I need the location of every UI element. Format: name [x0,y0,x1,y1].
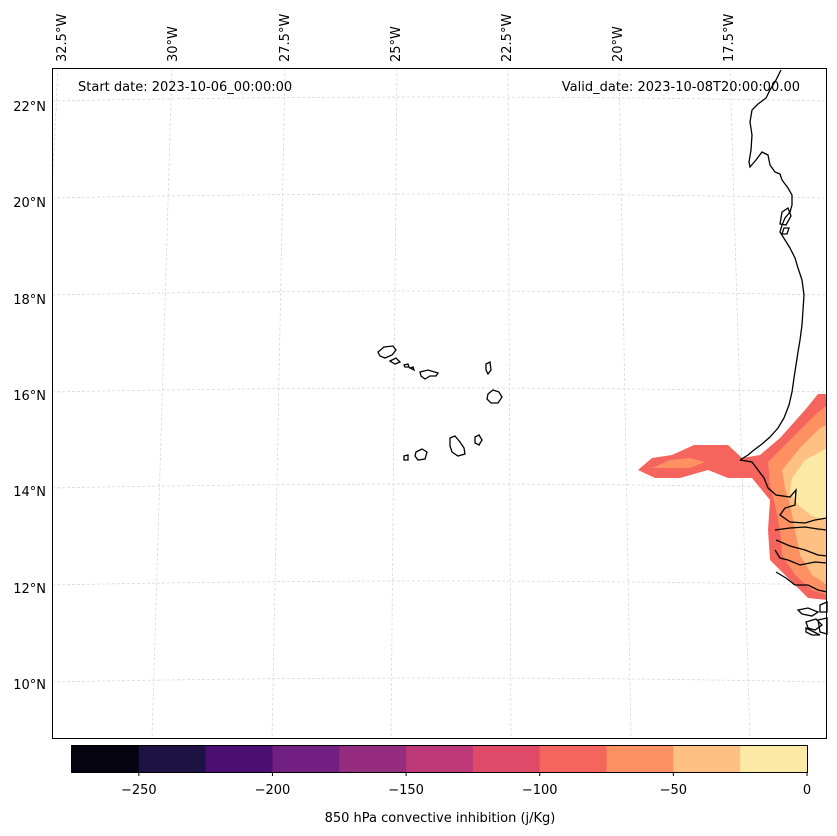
map-plot-area [51,67,828,740]
colorbar-swatch [272,746,340,772]
lon-label: 20°W [611,26,626,62]
contour-minus-50-offshore [652,458,705,468]
latitude-labels: 22°N 20°N 18°N 16°N 14°N 12°N 10°N [13,100,46,693]
gridline-lat-14 [51,483,828,489]
lon-label: 32.5°W [55,14,70,62]
lat-label: 10°N [13,678,46,693]
gridline-lon-30 [151,67,173,740]
lat-label: 12°N [13,582,46,597]
island-boa-vista [486,389,503,404]
island-sal [485,361,492,376]
island-fogo [414,448,428,461]
colorbar-swatch [539,746,608,772]
island-brava [403,454,409,461]
colorbar-swatch [205,746,273,772]
gridline-lat-20 [51,193,828,199]
island-raso [408,366,416,372]
colorbar-tick-label: −50 [660,783,687,798]
colorbar: −250 −200 −150 −100 −50 0 850 hPa convective … [71,745,811,826]
gridline-lon-20 [618,67,632,740]
colorbar-swatch [406,746,474,772]
colorbar-title: 850 hPa convective inhibition (j/Kg) [325,811,556,826]
coastline-guinea-bissau [774,526,828,593]
lon-label: 17.5°W [722,14,737,62]
coastline-banc-arguin [779,207,792,235]
island-maio [474,434,483,446]
valid-date-label: Valid_date: 2023-10-08T20:00:00.00 [562,80,800,95]
cin-contours [638,394,827,600]
coastline [739,69,828,636]
colorbar-tick-label: −250 [121,783,157,798]
longitude-labels: 32.5°W 30°W 27.5°W 25°W 22.5°W 20°W 17.5… [55,14,737,62]
colorbar-swatch [72,746,140,772]
colorbar-swatches [72,746,808,772]
lon-label: 22.5°W [500,14,515,62]
gridline-lat-10 [51,677,828,683]
island-santiago [449,435,466,457]
colorbar-swatch [138,746,207,772]
lat-label: 22°N [13,100,46,115]
gridline-lat-22 [51,96,828,102]
gridline-lat-18 [51,290,828,296]
lat-label: 16°N [13,389,46,404]
colorbar-tick-label: −100 [522,783,558,798]
colorbar-swatch [606,746,674,772]
gridline-lon-25 [390,67,398,740]
lon-label: 27.5°W [278,14,293,62]
lon-label: 25°W [389,26,404,62]
coastline-mainland-north [739,69,805,461]
contour-minus-75 [638,394,827,600]
coastline-bijagos-islands [796,601,828,636]
colorbar-swatch [472,746,541,772]
colorbar-tick-label: −200 [255,783,291,798]
latitude-gridlines [51,96,828,683]
lat-label: 20°N [13,196,46,211]
map-background [52,68,827,739]
gridline-lon-22-5 [507,67,512,740]
contour-near-zero [790,448,827,520]
colorbar-tick-label: 0 [803,783,811,798]
colorbar-tick-label: −150 [388,783,424,798]
colorbar-swatch [673,746,741,772]
gridline-lat-12 [51,580,828,586]
island-sao-nicolau [419,369,440,380]
lon-label: 30°W [166,26,181,62]
gridline-lat-16 [51,387,828,393]
lat-label: 18°N [13,293,46,308]
colorbar-swatch [339,746,407,772]
colorbar-ticks: −250 −200 −150 −100 −50 0 [121,772,811,798]
island-santa-luzia [403,363,410,368]
coastline-senegal-gambia [739,459,828,524]
island-santo-antao [377,345,397,359]
gridline-lon-27-5 [271,67,286,740]
gridline-lon-17-5 [729,67,751,740]
colorbar-frame [71,745,808,773]
island-sao-vicente [388,357,402,365]
cape-verde-islands [377,345,503,461]
colorbar-swatch [740,746,808,772]
map-frame [52,68,827,739]
lat-label: 14°N [13,485,46,500]
start-date-label: Start date: 2023-10-06_00:00:00 [78,80,292,95]
